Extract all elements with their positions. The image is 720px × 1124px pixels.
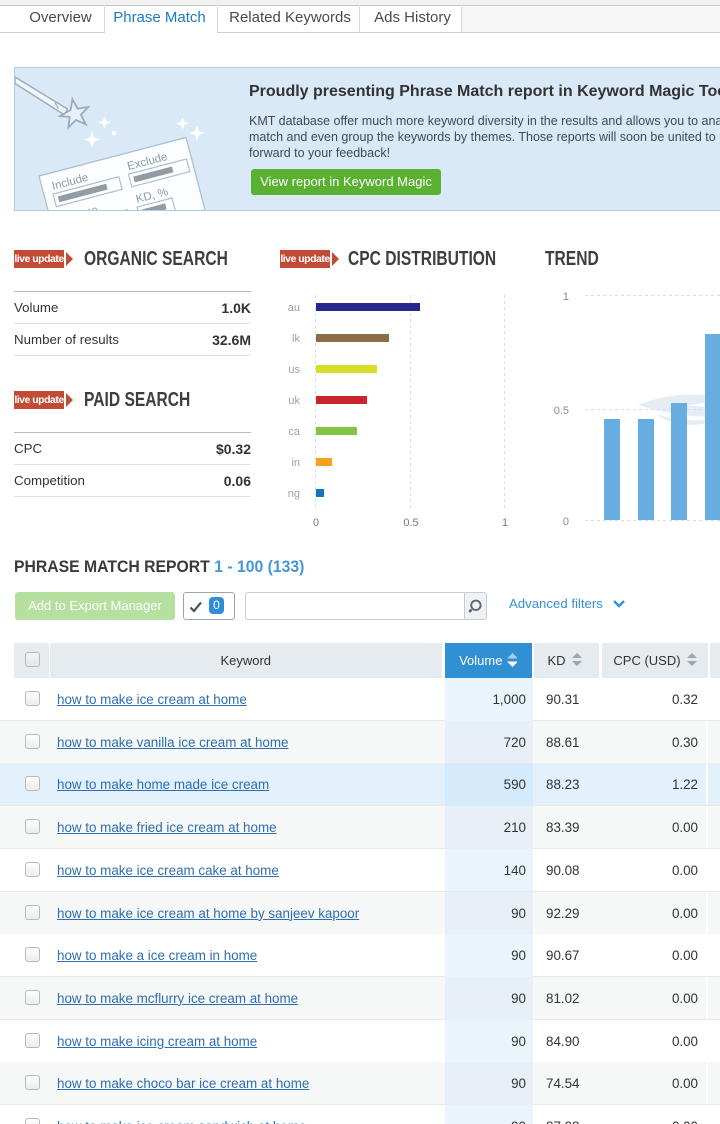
svg-text:ng: ng bbox=[288, 488, 300, 500]
svg-text:1: 1 bbox=[563, 291, 569, 303]
svg-text:0.5: 0.5 bbox=[554, 405, 569, 417]
svg-text:us: us bbox=[288, 364, 300, 376]
svg-text:0.5: 0.5 bbox=[403, 517, 418, 529]
svg-text:1: 1 bbox=[502, 517, 508, 529]
svg-text:ca: ca bbox=[288, 426, 301, 438]
svg-text:uk: uk bbox=[288, 395, 300, 407]
svg-text:lk: lk bbox=[292, 333, 300, 345]
svg-text:0: 0 bbox=[313, 517, 319, 529]
svg-text:0: 0 bbox=[563, 516, 569, 528]
svg-text:in: in bbox=[291, 457, 300, 469]
svg-text:au: au bbox=[288, 302, 300, 314]
